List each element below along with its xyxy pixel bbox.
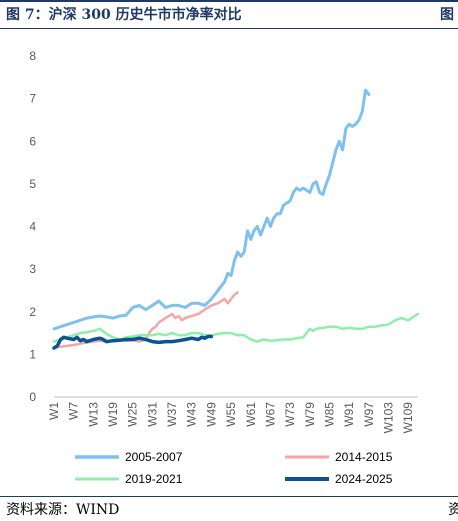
x-tick-label: W37 — [165, 402, 179, 427]
x-tick-label: W31 — [145, 402, 159, 427]
footer-rule — [0, 496, 458, 497]
pb-ratio-line-chart: 0 1 2 3 4 5 6 7 8 W1 W7 W13 W19 W25 W31 W37 W43 W49 W55 W6… — [29, 49, 420, 486]
series-line-2014-2015 — [52, 291, 239, 350]
source-note-right-fragment: 资 — [448, 502, 458, 518]
y-tick-label: 7 — [29, 92, 36, 106]
series-line-2024-2025 — [52, 334, 214, 350]
y-tick-label: 5 — [29, 177, 36, 191]
x-tick-label: W73 — [283, 402, 297, 427]
x-tick-label: W43 — [185, 402, 199, 427]
legend-label-2005-2007: 2005-2007 — [125, 450, 183, 464]
x-tick-label: W13 — [86, 402, 100, 427]
x-tick-label: W19 — [106, 402, 120, 427]
x-tick-label: W67 — [263, 402, 277, 427]
figure-title-right-fragment: 图 — [440, 7, 454, 23]
y-tick-label: 0 — [29, 390, 36, 404]
legend-label-2024-2025: 2024-2025 — [335, 472, 393, 486]
x-tick-label: W79 — [303, 402, 317, 427]
legend-label-2014-2015: 2014-2015 — [335, 450, 393, 464]
x-tick-label: W61 — [244, 402, 258, 427]
x-tick-label: W97 — [362, 402, 376, 427]
legend-label-2019-2021: 2019-2021 — [125, 472, 183, 486]
y-tick-label: 2 — [29, 305, 36, 319]
header-bottom-rule — [0, 28, 458, 29]
x-tick-label: W109 — [401, 402, 415, 434]
y-tick-label: 6 — [29, 134, 36, 148]
x-tick-label: W7 — [67, 402, 81, 420]
y-tick-label: 8 — [29, 49, 36, 63]
y-tick-label: 3 — [29, 262, 36, 276]
x-tick-label: W1 — [47, 402, 61, 420]
series-line-2005-2007 — [52, 88, 371, 331]
x-axis-ticks: W1 W7 W13 W19 W25 W31 W37 W43 W49 W55 W61 W67 W73 W79… — [47, 402, 415, 434]
x-tick-label: W91 — [342, 402, 356, 427]
figure-title: 图 7：沪深 300 历史牛市市净率对比 — [6, 7, 242, 23]
x-tick-label: W85 — [322, 402, 336, 427]
chart-legend: 2005-2007 2014-2015 2019-2021 2024-2025 — [75, 450, 393, 486]
y-tick-label: 4 — [29, 220, 36, 234]
x-tick-label: W103 — [381, 402, 395, 434]
series-lines — [52, 88, 420, 350]
x-tick-label: W49 — [204, 402, 218, 427]
y-tick-label: 1 — [29, 347, 36, 361]
source-note: 资料来源：WIND — [6, 502, 120, 518]
y-axis-ticks: 0 1 2 3 4 5 6 7 8 — [29, 49, 36, 404]
header-top-rule — [0, 0, 458, 2]
x-tick-label: W55 — [224, 402, 238, 427]
x-tick-label: W25 — [126, 402, 140, 427]
